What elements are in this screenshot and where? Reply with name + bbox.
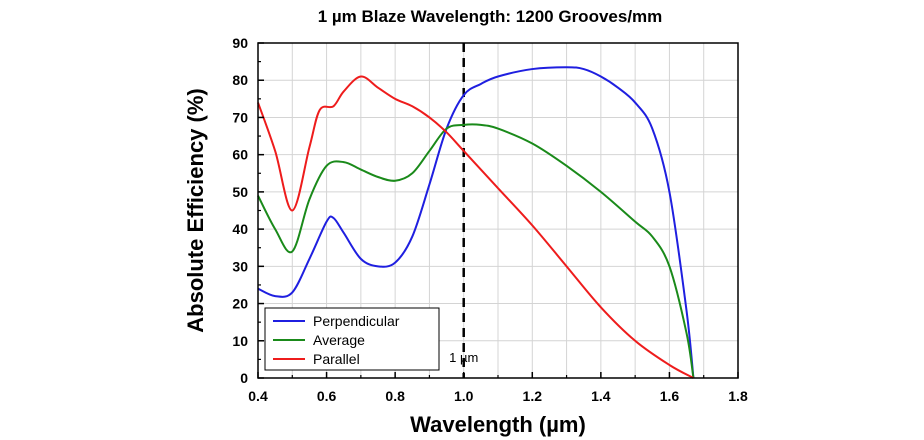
series-line-average: [257, 123, 695, 379]
chart-title: 1 µm Blaze Wavelength: 1200 Grooves/mm: [318, 7, 663, 26]
x-tick-label: 1.4: [591, 388, 611, 404]
x-tick-label: 1.0: [454, 388, 474, 404]
annotation-label: 1 µm: [449, 350, 478, 365]
series-lines: [257, 66, 695, 379]
y-tick-label: 0: [240, 370, 248, 386]
y-tick-label: 90: [232, 35, 248, 51]
x-tick-label: 1.2: [523, 388, 543, 404]
y-tick-label: 20: [232, 296, 248, 312]
y-tick-label: 50: [232, 184, 248, 200]
legend-label: Average: [313, 332, 365, 348]
series-line-parallel: [257, 75, 694, 379]
x-tick-label: 0.4: [248, 388, 268, 404]
x-axis-label: Wavelength (µm): [410, 412, 586, 437]
axis-ticks: 0.4 0.6 0.8 1.0 1.2 1.4 1.6 1.8 0 10 20 30 40 50 60 70 8…: [232, 35, 748, 404]
x-tick-label: 0.8: [385, 388, 405, 404]
y-tick-label: 60: [232, 147, 248, 163]
y-tick-label: 40: [232, 221, 248, 237]
series-line-perpendicular: [257, 66, 695, 379]
y-axis-label: Absolute Efficiency (%): [183, 88, 208, 332]
y-tick-label: 30: [232, 258, 248, 274]
y-tick-label: 70: [232, 109, 248, 125]
legend-label: Parallel: [313, 351, 360, 367]
legend-label: Perpendicular: [313, 313, 400, 329]
y-tick-label: 10: [232, 333, 248, 349]
x-tick-label: 1.8: [728, 388, 748, 404]
legend: Perpendicular Average Parallel: [264, 307, 440, 371]
x-tick-label: 1.6: [660, 388, 680, 404]
y-tick-label: 80: [232, 72, 248, 88]
x-tick-label: 0.6: [317, 388, 337, 404]
